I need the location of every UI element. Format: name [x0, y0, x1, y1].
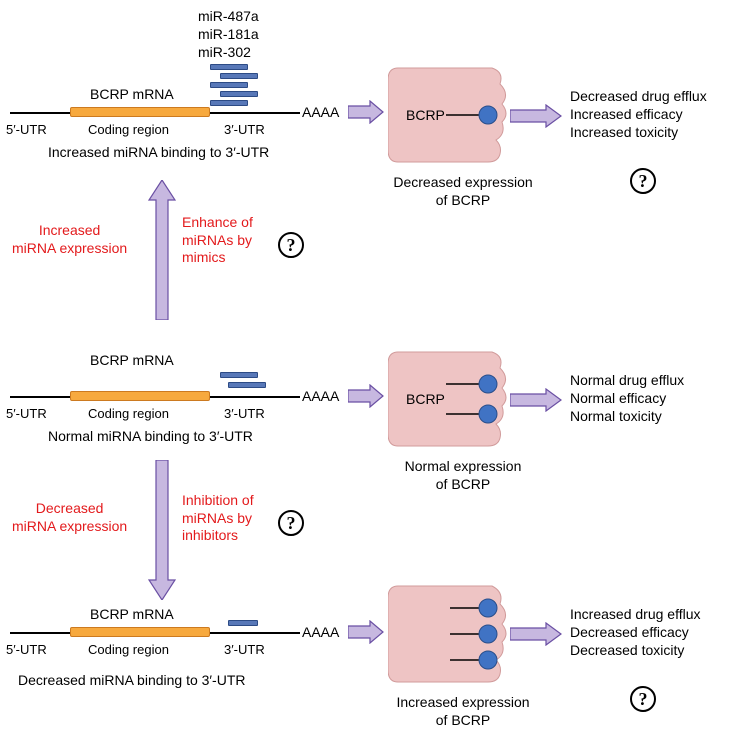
arrow-to-cell-bot [348, 620, 384, 644]
vert-arrow-down [148, 460, 176, 600]
bcrp-mrna-label-bot: BCRP mRNA [90, 606, 174, 622]
outcome-mid-2: Normal toxicity [570, 408, 662, 424]
arrow-out-mid [510, 388, 562, 412]
coding-region-top [70, 107, 210, 117]
caption-cell-mid: Normal expressionof BCRP [388, 458, 538, 493]
arrow-to-cell-mid [348, 384, 384, 408]
three-utr-bot: 3′-UTR [224, 642, 265, 657]
mirna-label-a: miR-487a [198, 8, 259, 24]
outcome-bot-1: Decreased efficacy [570, 624, 689, 640]
bcrp-mrna-label-top: BCRP mRNA [90, 86, 174, 102]
vert-up-left: IncreasedmiRNA expression [12, 222, 127, 257]
mirna-bar [220, 91, 258, 97]
outcome-top-1: Increased efficacy [570, 106, 683, 122]
vert-arrow-up [148, 180, 176, 320]
mirna-label-b: miR-181a [198, 26, 259, 42]
arrow-out-bot [510, 622, 562, 646]
arrow-to-cell-top [348, 100, 384, 124]
caption-cell-top: Decreased expression of BCRP [388, 174, 538, 209]
bcrp-mrna-label-mid: BCRP mRNA [90, 352, 174, 368]
cell-mid: BCRP [388, 344, 518, 454]
cell-bot [388, 578, 518, 690]
polya-mid: AAAA [302, 388, 339, 404]
coding-label-mid: Coding region [88, 406, 169, 421]
five-utr-top: 5′-UTR [6, 122, 47, 137]
vert-down-left: DecreasedmiRNA expression [12, 500, 127, 535]
caption-mrna-top: Increased miRNA binding to 3′-UTR [48, 144, 269, 160]
coding-label-bot: Coding region [88, 642, 169, 657]
arrow-out-top [510, 104, 562, 128]
mirna-bar [228, 382, 266, 388]
cell-top: BCRP [388, 60, 518, 170]
caption-cell-bot: Increased expressionof BCRP [388, 694, 538, 729]
question-bot: ? [630, 686, 656, 712]
outcome-bot-0: Increased drug efflux [570, 606, 701, 622]
mirna-bar [220, 73, 258, 79]
question-up: ? [278, 232, 304, 258]
three-utr-top: 3′-UTR [224, 122, 265, 137]
question-down: ? [278, 510, 304, 536]
caption-mrna-bot: Decreased miRNA binding to 3′-UTR [18, 672, 246, 688]
five-utr-bot: 5′-UTR [6, 642, 47, 657]
three-utr-mid: 3′-UTR [224, 406, 265, 421]
polya-top: AAAA [302, 104, 339, 120]
caption-cell-top-l1: Decreased expression [393, 174, 532, 190]
five-utr-mid: 5′-UTR [6, 406, 47, 421]
vert-down-mid: Inhibition ofmiRNAs byinhibitors [182, 492, 254, 545]
svg-text:BCRP: BCRP [406, 391, 445, 407]
question-top: ? [630, 168, 656, 194]
svg-text:BCRP: BCRP [406, 107, 445, 123]
coding-region-bot [70, 627, 210, 637]
vert-up-mid: Enhance ofmiRNAs bymimics [182, 214, 253, 267]
caption-mrna-mid: Normal miRNA binding to 3′-UTR [48, 428, 253, 444]
coding-region-mid [70, 391, 210, 401]
polya-bot: AAAA [302, 624, 339, 640]
mirna-bar [210, 100, 248, 106]
mirna-bar [210, 82, 248, 88]
coding-label-top: Coding region [88, 122, 169, 137]
mirna-label-c: miR-302 [198, 44, 251, 60]
outcome-top-2: Increased toxicity [570, 124, 678, 140]
caption-cell-top-l2: of BCRP [436, 192, 490, 208]
mirna-bar [210, 64, 248, 70]
outcome-mid-1: Normal efficacy [570, 390, 666, 406]
mirna-bar [228, 620, 258, 626]
outcome-top-0: Decreased drug efflux [570, 88, 707, 104]
outcome-bot-2: Decreased toxicity [570, 642, 684, 658]
mirna-bar [220, 372, 258, 378]
outcome-mid-0: Normal drug efflux [570, 372, 684, 388]
